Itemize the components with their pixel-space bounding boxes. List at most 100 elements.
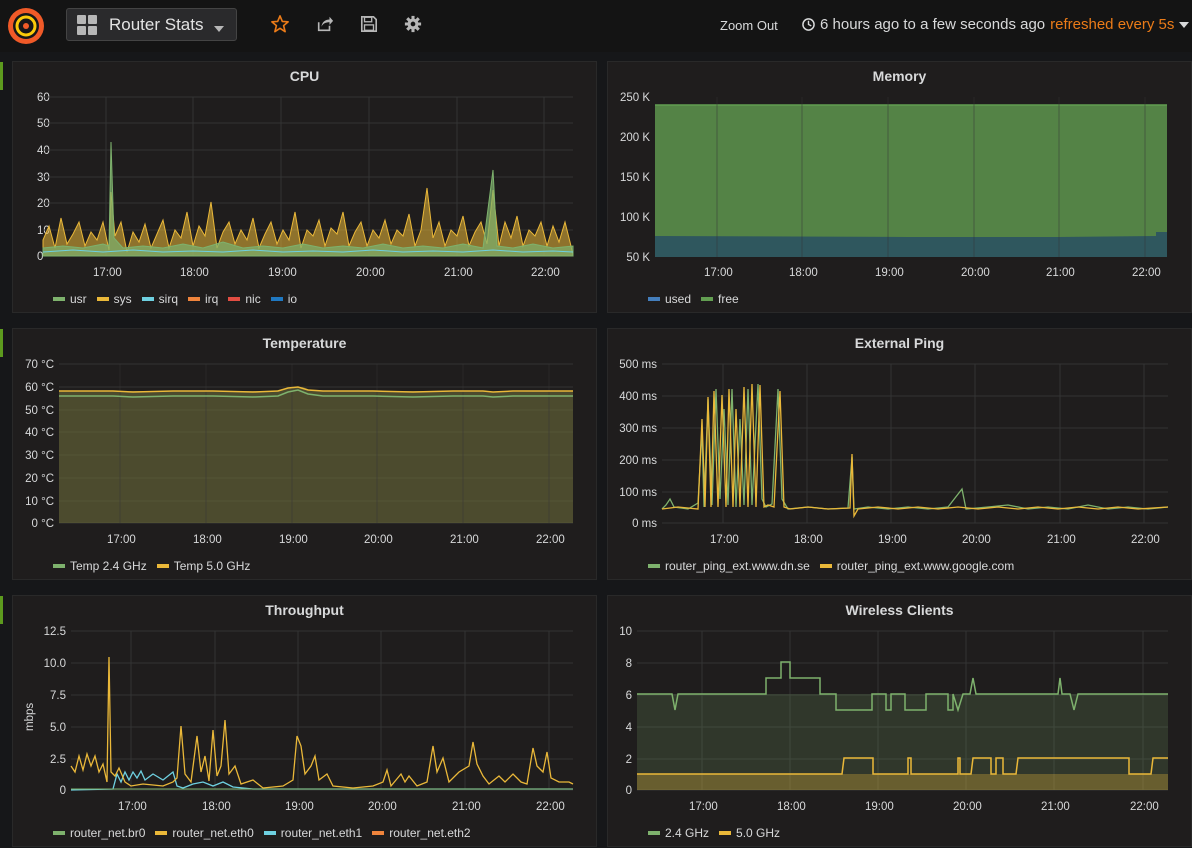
y-tick-label: 0 °C — [32, 518, 55, 530]
panel-title[interactable]: Throughput — [265, 602, 344, 618]
legend-item[interactable]: usr — [53, 292, 87, 306]
legend-swatch — [155, 831, 168, 835]
x-tick-label: 20:00 — [953, 801, 982, 813]
legend-swatch — [648, 297, 660, 301]
legend: 2.4 GHz 5.0 GHz — [648, 826, 790, 840]
y-tick-label: 40 °C — [25, 427, 54, 439]
grafana-logo-icon[interactable] — [6, 6, 46, 46]
y-tick-label: 0 ms — [632, 518, 657, 530]
panel-title[interactable]: CPU — [289, 68, 320, 84]
legend-label: io — [287, 292, 298, 306]
y-tick-label: 70 °C — [25, 359, 54, 371]
y-tick-label: 10 °C — [25, 496, 54, 508]
x-tick-label: 19:00 — [865, 801, 894, 813]
legend-item[interactable]: router_ping_ext.www.google.com — [819, 559, 1014, 573]
x-tick-label: 18:00 — [794, 534, 823, 546]
legend-item[interactable]: router_ping_ext.www.dn.se — [648, 559, 810, 573]
legend: used free — [648, 292, 749, 306]
y-tick-label: 100 ms — [619, 487, 657, 499]
panel-title[interactable]: External Ping — [854, 335, 945, 351]
panel-title[interactable]: Memory — [872, 68, 927, 84]
legend-item[interactable]: sys — [96, 292, 132, 306]
legend-swatch — [372, 831, 385, 835]
y-tick-label: 8 — [626, 658, 632, 670]
legend-swatch — [188, 297, 201, 301]
time-range-label: 6 hours ago to a few seconds ago — [820, 16, 1046, 33]
time-range-picker[interactable]: 6 hours ago to a few seconds ago refresh… — [802, 16, 1190, 33]
legend-item[interactable]: sirq — [141, 292, 178, 306]
free-series-area — [655, 105, 1167, 257]
legend-label: router_net.eth2 — [389, 826, 471, 840]
y-tick-label: 0 — [60, 785, 66, 797]
legend-item[interactable]: free — [701, 292, 739, 306]
save-icon[interactable] — [360, 15, 378, 33]
clock-icon — [802, 18, 815, 31]
x-tick-label: 21:00 — [450, 534, 479, 546]
y-axis-label: mbps — [24, 703, 36, 731]
legend-label: used — [665, 292, 692, 306]
legend-item[interactable]: Temp 5.0 GHz — [156, 559, 250, 573]
legend-swatch — [270, 297, 283, 301]
x-axis: 17:00 18:00 19:00 20:00 21:00 22:00 — [710, 534, 1160, 546]
y-tick-label: 500 ms — [619, 359, 657, 371]
panel-memory: Memory 250 K 200 K 150 K 100 K 50 K 17:0… — [607, 61, 1192, 313]
throughput-chart: mbps 12.5 10.0 7.5 5.0 2.5 0 17:00 18:00… — [24, 626, 574, 813]
y-tick-label: 10 — [619, 626, 632, 638]
y-tick-label: 2 — [626, 754, 632, 766]
legend-item[interactable]: Temp 2.4 GHz — [53, 559, 147, 573]
y-tick-label: 100 K — [620, 212, 650, 224]
x-tick-label: 19:00 — [875, 267, 904, 279]
panel-throughput: Throughput mbps 12.5 10.0 7.5 5.0 2.5 0 … — [12, 595, 597, 847]
share-icon[interactable] — [316, 15, 334, 33]
x-tick-label: 18:00 — [193, 534, 222, 546]
legend-item[interactable]: io — [270, 292, 298, 306]
row-collapse-marker[interactable] — [0, 596, 3, 624]
legend-label: router_net.br0 — [70, 826, 146, 840]
x-tick-label: 19:00 — [268, 267, 297, 279]
panel-title[interactable]: Wireless Clients — [845, 602, 954, 618]
legend-swatch — [53, 297, 65, 301]
usr-series-area — [42, 141, 574, 257]
legend-swatch — [701, 297, 714, 301]
y-axis: 12.5 10.0 7.5 5.0 2.5 0 — [44, 626, 66, 797]
legend-item[interactable]: used — [648, 292, 691, 306]
legend-item[interactable]: 2.4 GHz — [648, 826, 709, 840]
used-series-area — [655, 232, 1167, 257]
x-axis: 17:00 18:00 19:00 20:00 21:00 22:00 — [689, 801, 1159, 813]
x-tick-label: 18:00 — [777, 801, 806, 813]
y-tick-label: 40 — [37, 145, 50, 157]
y-tick-label: 60 °C — [25, 382, 54, 394]
row-collapse-marker[interactable] — [0, 62, 3, 90]
x-tick-label: 18:00 — [180, 267, 209, 279]
sirq-series-line — [42, 249, 574, 253]
legend-swatch — [719, 831, 732, 835]
legend: router_ping_ext.www.dn.se router_ping_ex… — [648, 559, 1024, 573]
x-axis: 17:00 18:00 19:00 20:00 21:00 22:00 — [704, 267, 1161, 279]
legend-swatch — [53, 564, 65, 568]
legend-item[interactable]: router_net.eth2 — [372, 826, 471, 840]
zoom-out-button[interactable]: Zoom Out — [720, 18, 778, 33]
legend: usr sys sirq irq nic io — [53, 292, 307, 306]
x-tick-label: 19:00 — [279, 534, 308, 546]
legend-item[interactable]: nic — [228, 292, 261, 306]
legend-label: router_net.eth0 — [172, 826, 254, 840]
legend-item[interactable]: 5.0 GHz — [719, 826, 780, 840]
row-collapse-marker[interactable] — [0, 329, 3, 357]
dashboard-title-dropdown[interactable]: Router Stats — [66, 8, 237, 41]
legend-item[interactable]: router_net.br0 — [53, 826, 145, 840]
x-tick-label: 20:00 — [356, 267, 385, 279]
legend-swatch — [141, 297, 154, 301]
settings-gear-icon[interactable] — [404, 15, 422, 33]
y-tick-label: 6 — [626, 690, 632, 702]
wireless-2-4ghz-series-line — [637, 661, 1168, 713]
star-icon[interactable] — [271, 15, 289, 33]
grid — [716, 97, 1146, 257]
legend-item[interactable]: router_net.eth0 — [155, 826, 254, 840]
panel-title[interactable]: Temperature — [262, 335, 347, 351]
x-axis: 17:00 18:00 19:00 20:00 21:00 22:00 — [118, 801, 565, 813]
panel-cpu: CPU 60 50 40 30 20 10 0 17:00 18:00 19:0… — [12, 61, 597, 313]
refresh-interval-label: refreshed every 5s — [1050, 16, 1175, 33]
legend-item[interactable]: irq — [188, 292, 218, 306]
legend-item[interactable]: router_net.eth1 — [263, 826, 362, 840]
eth1-series-line — [70, 769, 573, 791]
